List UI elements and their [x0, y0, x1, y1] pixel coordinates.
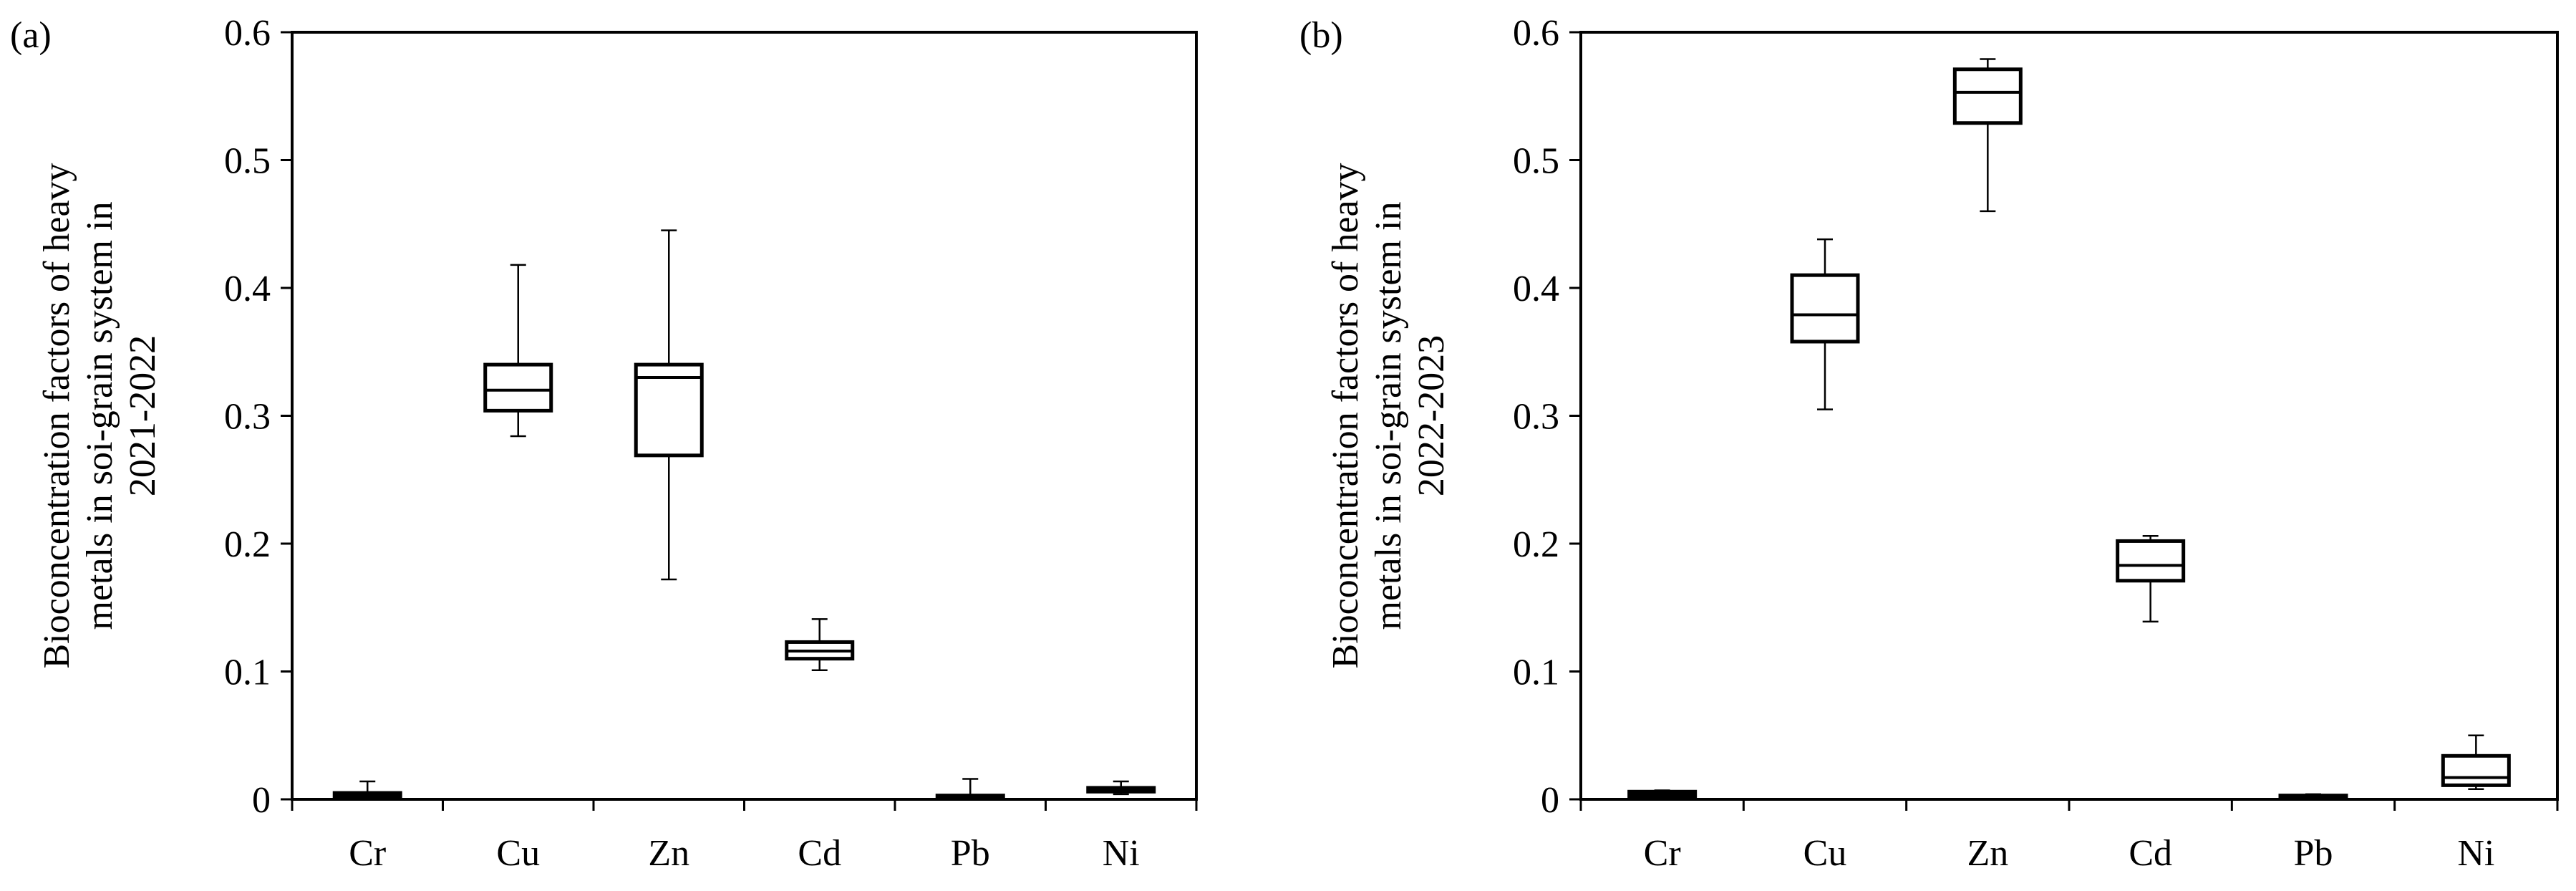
x-tick-label: Cu: [1803, 833, 1847, 874]
panel-label: (b): [1299, 15, 1343, 56]
x-tick-label: Cd: [2129, 833, 2172, 874]
x-tick-label: Cu: [496, 833, 540, 874]
y-tick-label: 0.2: [224, 524, 271, 565]
y-axis-label: metals in soi-grain system in: [79, 202, 120, 630]
box-cr: [332, 780, 402, 801]
box-cu: [483, 264, 553, 438]
y-axis-label: 2021-2022: [122, 335, 163, 496]
y-tick-label: 0: [1541, 780, 1559, 821]
plot-frame: [1579, 31, 2559, 801]
x-tick-label: Zn: [1967, 833, 2008, 874]
y-tick-label: 0.3: [1513, 397, 1559, 438]
y-tick-label: 0.4: [224, 269, 271, 309]
x-tick-label: Zn: [648, 833, 689, 874]
x-tick-label: Cr: [1644, 833, 1681, 874]
box-cr: [1627, 789, 1698, 799]
box-pb: [935, 778, 1005, 801]
y-tick-label: 0.6: [224, 13, 271, 54]
plot-frame: [291, 31, 1198, 801]
x-tick-label: Cr: [349, 833, 386, 874]
box-cd: [785, 618, 855, 671]
x-tick-label: Ni: [2457, 833, 2494, 874]
y-axis-label: Bioconcentration factors of heavy: [37, 163, 77, 668]
y-tick-label: 0.1: [1513, 652, 1559, 693]
box-iqr: [2441, 753, 2511, 787]
y-tick-label: 0.4: [1513, 269, 1559, 309]
panel-b: 0 0.1 0.2 0.3 0.4 0.5 0.6 Cr Cu Zn Cd Pb Ni (b) Biocon…: [1299, 13, 2559, 874]
box-iqr: [634, 362, 704, 458]
box-iqr: [1952, 67, 2023, 125]
y-axis-label: Bioconcentration factors of heavy: [1325, 163, 1366, 668]
box-ni: [1086, 780, 1156, 796]
box-cd: [2116, 535, 2186, 623]
box-zn: [1952, 58, 2023, 213]
y-axis-label: metals in soi-grain system in: [1368, 202, 1409, 630]
y-tick-label: 0.5: [224, 141, 271, 182]
y-tick-label: 0.2: [1513, 524, 1559, 565]
y-tick-label: 0: [252, 780, 271, 821]
x-tick-label: Pb: [2294, 833, 2333, 874]
x-tick-label: Ni: [1103, 833, 1140, 874]
y-tick-label: 0.3: [224, 397, 271, 438]
box-zn: [634, 229, 704, 581]
y-tick-label: 0.5: [1513, 141, 1559, 182]
box-iqr: [2116, 539, 2186, 583]
y-tick-label: 0.1: [224, 652, 271, 693]
box-cu: [1790, 238, 1860, 410]
panel-label: (a): [10, 15, 52, 56]
box-iqr: [483, 362, 553, 413]
x-tick-label: Pb: [951, 833, 990, 874]
box-ni: [2441, 734, 2511, 790]
box-iqr: [1790, 273, 1860, 344]
y-axis-label: 2022-2023: [1411, 335, 1452, 496]
x-tick-label: Cd: [798, 833, 841, 874]
panel-a: 0 0.1 0.2 0.3 0.4 0.5 0.6 Cr Cu Zn Cd Pb Ni (a) Biocon…: [10, 13, 1198, 874]
y-tick-label: 0.6: [1513, 13, 1559, 54]
box-pb: [2278, 793, 2348, 801]
